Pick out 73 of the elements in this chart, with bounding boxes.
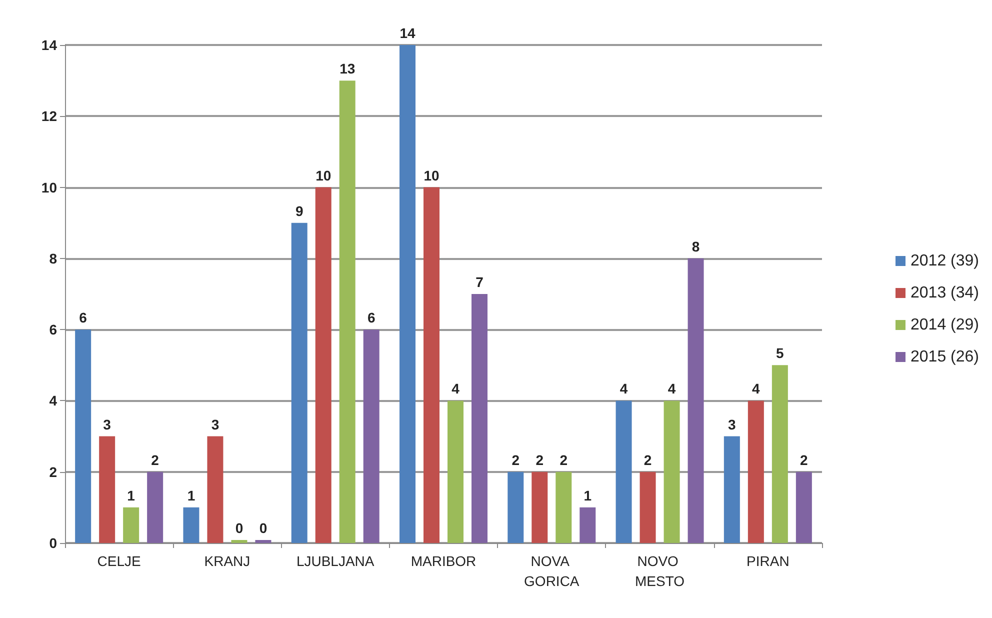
data-label: 4 bbox=[620, 380, 628, 397]
bar bbox=[75, 330, 92, 543]
bar bbox=[123, 507, 140, 543]
data-label: 1 bbox=[187, 487, 196, 504]
bar bbox=[556, 472, 572, 543]
legend-label: 2012 (39) bbox=[910, 252, 980, 270]
bar bbox=[616, 400, 632, 543]
data-label: 3 bbox=[728, 416, 736, 432]
bar bbox=[363, 330, 380, 543]
y-tick-label: 8 bbox=[49, 250, 58, 266]
legend-label: 2015 (26) bbox=[910, 348, 980, 366]
data-label: 0 bbox=[235, 520, 244, 536]
data-label: 6 bbox=[79, 310, 88, 326]
bar bbox=[688, 258, 704, 543]
y-tick-label: 12 bbox=[41, 108, 58, 124]
data-label: 10 bbox=[316, 167, 332, 184]
data-label: 3 bbox=[103, 416, 112, 432]
bar bbox=[339, 80, 356, 543]
data-label: 8 bbox=[692, 238, 700, 254]
bar bbox=[640, 472, 656, 543]
data-label: 4 bbox=[668, 380, 676, 397]
bar bbox=[664, 400, 680, 543]
x-tick-label: CELJE bbox=[97, 553, 141, 569]
x-tick-label: NOVO MESTO bbox=[635, 553, 685, 589]
x-tick-label: NOVA GORICA bbox=[524, 553, 580, 589]
data-label: 2 bbox=[536, 452, 544, 468]
data-label: 2 bbox=[644, 452, 652, 468]
data-label: 4 bbox=[752, 380, 760, 397]
data-label: 10 bbox=[424, 167, 440, 184]
bar bbox=[424, 187, 440, 543]
data-label: 5 bbox=[776, 345, 784, 362]
data-label: 1 bbox=[127, 487, 136, 504]
data-label: 6 bbox=[367, 310, 376, 326]
bar bbox=[99, 436, 116, 543]
bar bbox=[183, 507, 200, 543]
x-tick-label: PIRAN bbox=[746, 553, 790, 569]
bar bbox=[315, 187, 332, 543]
bar bbox=[472, 294, 488, 543]
legend-label: 2014 (29) bbox=[910, 316, 980, 334]
data-label: 2 bbox=[151, 452, 160, 468]
bar bbox=[508, 472, 524, 543]
bar bbox=[772, 365, 788, 543]
bar bbox=[448, 400, 464, 543]
y-tick-label: 10 bbox=[41, 179, 58, 196]
data-label: 2 bbox=[800, 452, 808, 468]
data-label: 2 bbox=[560, 452, 568, 468]
data-label: 13 bbox=[340, 60, 356, 77]
bar bbox=[796, 472, 812, 543]
data-label: 3 bbox=[211, 416, 220, 432]
data-label: 0 bbox=[259, 520, 268, 536]
bar bbox=[400, 45, 416, 543]
bar bbox=[291, 222, 308, 543]
y-tick-label: 2 bbox=[49, 464, 58, 480]
x-tick-label: KRANJ bbox=[204, 553, 250, 569]
data-label: 14 bbox=[400, 25, 416, 41]
bar bbox=[532, 472, 548, 543]
bar bbox=[207, 436, 224, 543]
y-tick-label: 4 bbox=[49, 392, 58, 409]
legend-label: 2013 (34) bbox=[910, 284, 980, 302]
bar bbox=[748, 400, 764, 543]
data-label: 1 bbox=[584, 487, 592, 504]
bar bbox=[580, 507, 596, 543]
y-tick-label: 6 bbox=[49, 322, 58, 338]
x-tick-label: LJUBLJANA bbox=[296, 553, 375, 569]
data-label: 7 bbox=[476, 274, 484, 290]
data-label: 9 bbox=[295, 202, 304, 219]
y-tick-label: 14 bbox=[41, 37, 58, 53]
data-label: 2 bbox=[512, 452, 520, 468]
bar bbox=[147, 472, 164, 543]
y-tick-label: 0 bbox=[49, 535, 58, 551]
x-tick-label: MARIBOR bbox=[410, 553, 476, 569]
bar bbox=[724, 436, 740, 543]
data-label: 4 bbox=[452, 380, 460, 397]
